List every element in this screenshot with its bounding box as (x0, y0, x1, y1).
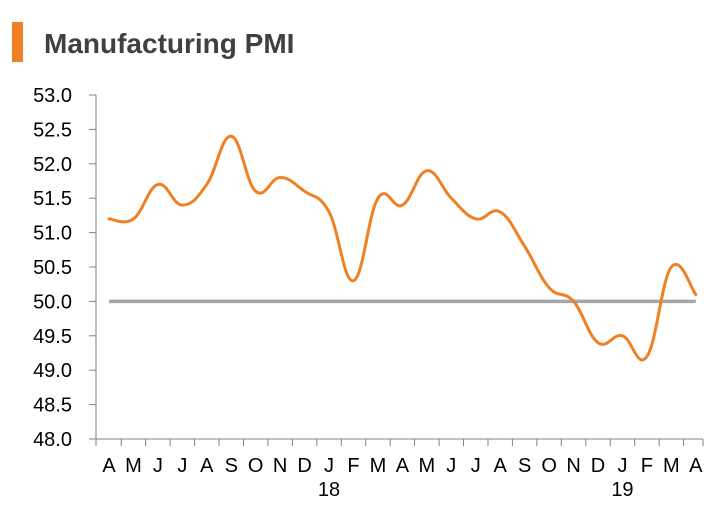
y-axis: 53.0 52.5 52.0 51.5 51.0 50.5 50.0 49.5 49.0 48.5… (33, 85, 97, 451)
data-point (132, 217, 135, 221)
x-tick-label: A (102, 455, 116, 477)
data-point (450, 197, 453, 200)
data-point (645, 355, 649, 358)
x-tick-label: J (471, 455, 481, 477)
x-tick-label: A (396, 455, 410, 477)
x-tick-label: N (566, 455, 580, 477)
data-point (254, 190, 257, 193)
data-point (523, 245, 526, 248)
x-tick-label: S (225, 455, 238, 477)
data-point (670, 265, 673, 269)
data-point (205, 183, 208, 186)
x-tick-label: F (641, 455, 653, 477)
x-tick-label: M (663, 455, 680, 477)
data-point (401, 203, 404, 207)
data-point (352, 279, 355, 282)
x-tick-label: O (248, 455, 264, 477)
y-tick-label: 49.5 (33, 326, 72, 348)
x-tick-label: S (518, 455, 531, 477)
data-point (181, 203, 184, 207)
series-group (107, 134, 698, 362)
x-tick-label: J (177, 455, 187, 477)
x-tick-label: J (153, 455, 163, 477)
data-point (303, 190, 306, 193)
year-label: 19 (611, 479, 633, 501)
data-point (327, 210, 331, 214)
y-tick-label: 51.0 (33, 223, 72, 245)
data-point (278, 176, 282, 179)
y-tick-label: 52.5 (33, 119, 72, 141)
x-tick-label: O (541, 455, 557, 477)
x-tick-label: A (689, 455, 703, 477)
year-label: 18 (318, 479, 340, 501)
data-point (572, 300, 575, 303)
x-tick-label: D (591, 455, 605, 477)
data-point (107, 217, 111, 221)
x-tick-label: J (446, 455, 456, 477)
x-tick-label: A (494, 455, 508, 477)
data-point (425, 169, 429, 172)
x-tick-label: M (419, 455, 436, 477)
y-tick-label: 48.0 (33, 429, 72, 451)
data-point (596, 341, 600, 344)
chart-title: Manufacturing PMI (44, 28, 295, 59)
data-point (499, 210, 502, 214)
data-point (547, 286, 551, 289)
x-tick-label: J (617, 455, 627, 477)
x-tick-label: F (347, 455, 359, 477)
y-tick-label: 52.0 (33, 154, 72, 176)
x-tick-label: N (273, 455, 287, 477)
x-tick-label: M (370, 455, 387, 477)
y-tick-label: 50.5 (33, 257, 72, 279)
x-tick-label: M (125, 455, 142, 477)
series-line-manufacturing-pmi (107, 134, 698, 362)
y-tick-label: 50.0 (33, 291, 72, 313)
y-tick-label: 48.5 (33, 395, 72, 417)
data-point (230, 135, 233, 138)
x-axis: A M J J A S O N D J F M A M J J A S O N D J F M A18 19 (95, 438, 704, 501)
title-accent-bar (12, 22, 23, 62)
y-tick-label: 51.5 (33, 188, 72, 210)
y-tick-label: 53.0 (33, 85, 72, 107)
data-point (694, 293, 697, 296)
x-tick-label: D (297, 455, 311, 477)
y-tick-label: 49.0 (33, 360, 72, 382)
x-tick-label: A (200, 455, 214, 477)
x-tick-label: J (324, 455, 334, 477)
data-point (621, 334, 624, 337)
data-point (156, 183, 160, 186)
data-point (376, 197, 380, 200)
data-point (474, 217, 477, 221)
